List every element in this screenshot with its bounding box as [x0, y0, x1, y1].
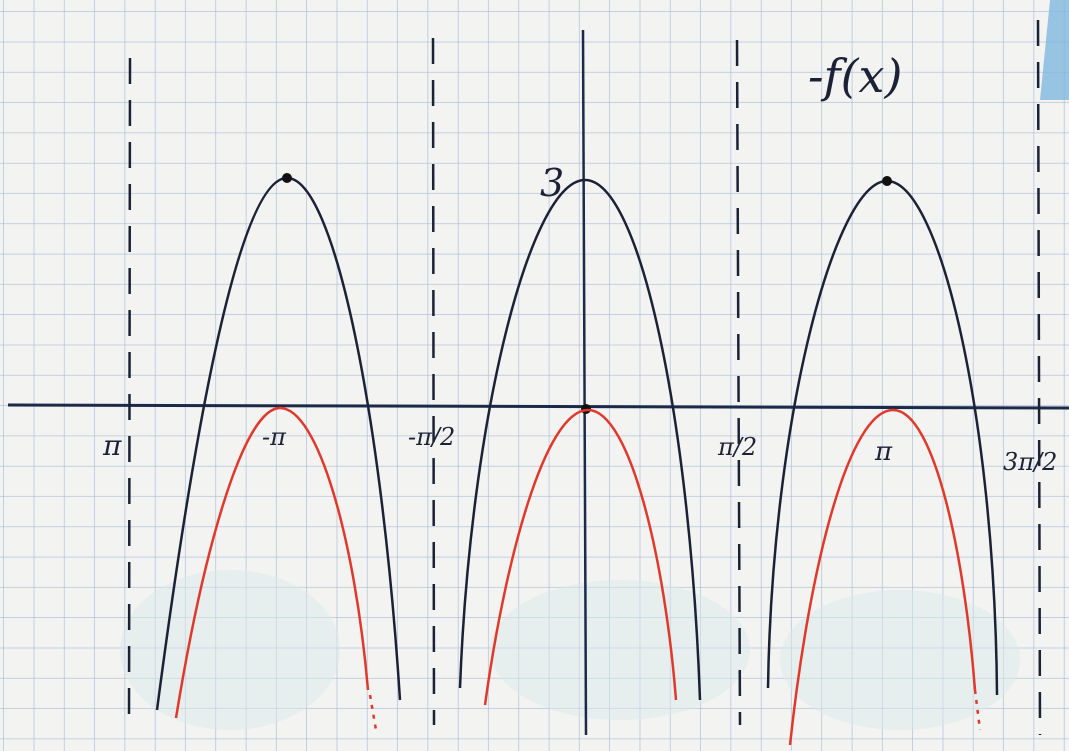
- x-label: -π/2: [408, 423, 455, 451]
- x-label: π/2: [717, 433, 757, 461]
- graph-photo: -f(x) 3 π -π -π/2 π/2 π 3π/2: [0, 0, 1069, 751]
- x-label: -π: [262, 423, 287, 451]
- stain: [780, 590, 1020, 730]
- dot: [282, 173, 292, 183]
- x-label: π: [102, 429, 122, 462]
- page: -f(x) 3 π -π -π/2 π/2 π 3π/2 (() => { co…: [0, 0, 1069, 751]
- stain: [120, 570, 340, 730]
- stain: [490, 580, 750, 720]
- title: -f(x): [808, 49, 902, 103]
- dot: [882, 176, 892, 186]
- x-label: 3π/2: [1003, 448, 1057, 476]
- y-label: 3: [540, 161, 564, 205]
- x-label: π: [874, 437, 893, 467]
